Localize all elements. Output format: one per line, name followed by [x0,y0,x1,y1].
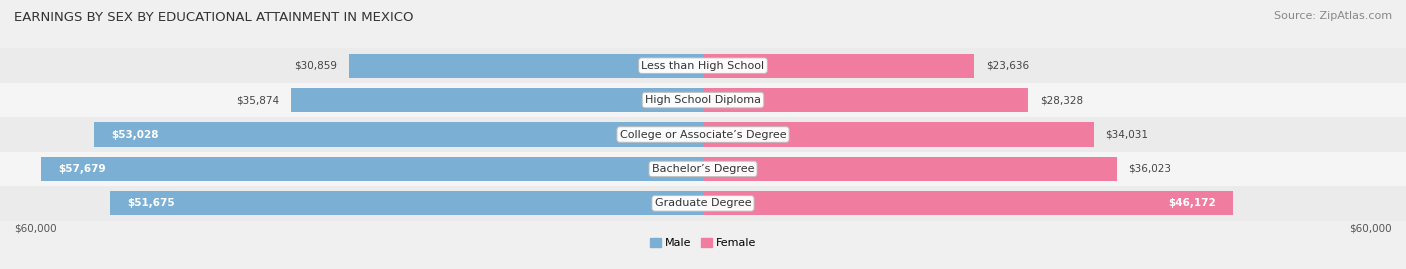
Text: $35,874: $35,874 [236,95,280,105]
Text: College or Associate’s Degree: College or Associate’s Degree [620,129,786,140]
Text: $30,859: $30,859 [294,61,337,71]
Text: $28,328: $28,328 [1040,95,1083,105]
Text: Bachelor’s Degree: Bachelor’s Degree [652,164,754,174]
Bar [703,191,1233,215]
Bar [0,117,1406,152]
Bar [291,88,703,112]
Bar [703,88,1028,112]
Bar [0,152,1406,186]
Bar [0,48,1406,83]
Text: $60,000: $60,000 [14,223,56,233]
Bar [0,186,1406,221]
Text: $51,675: $51,675 [127,198,174,208]
Bar [703,122,1094,147]
Bar [0,83,1406,117]
Text: EARNINGS BY SEX BY EDUCATIONAL ATTAINMENT IN MEXICO: EARNINGS BY SEX BY EDUCATIONAL ATTAINMEN… [14,11,413,24]
Text: Graduate Degree: Graduate Degree [655,198,751,208]
Text: $23,636: $23,636 [986,61,1029,71]
Bar [94,122,703,147]
Text: Less than High School: Less than High School [641,61,765,71]
Bar [41,157,703,181]
Bar [349,54,703,78]
Text: $34,031: $34,031 [1105,129,1149,140]
Bar [703,157,1116,181]
Bar [110,191,703,215]
Text: $46,172: $46,172 [1168,198,1216,208]
Text: High School Diploma: High School Diploma [645,95,761,105]
Bar [703,54,974,78]
Text: $57,679: $57,679 [58,164,105,174]
Text: $53,028: $53,028 [111,129,159,140]
Legend: Male, Female: Male, Female [645,233,761,253]
Text: $36,023: $36,023 [1128,164,1171,174]
Text: $60,000: $60,000 [1350,223,1392,233]
Text: Source: ZipAtlas.com: Source: ZipAtlas.com [1274,11,1392,21]
